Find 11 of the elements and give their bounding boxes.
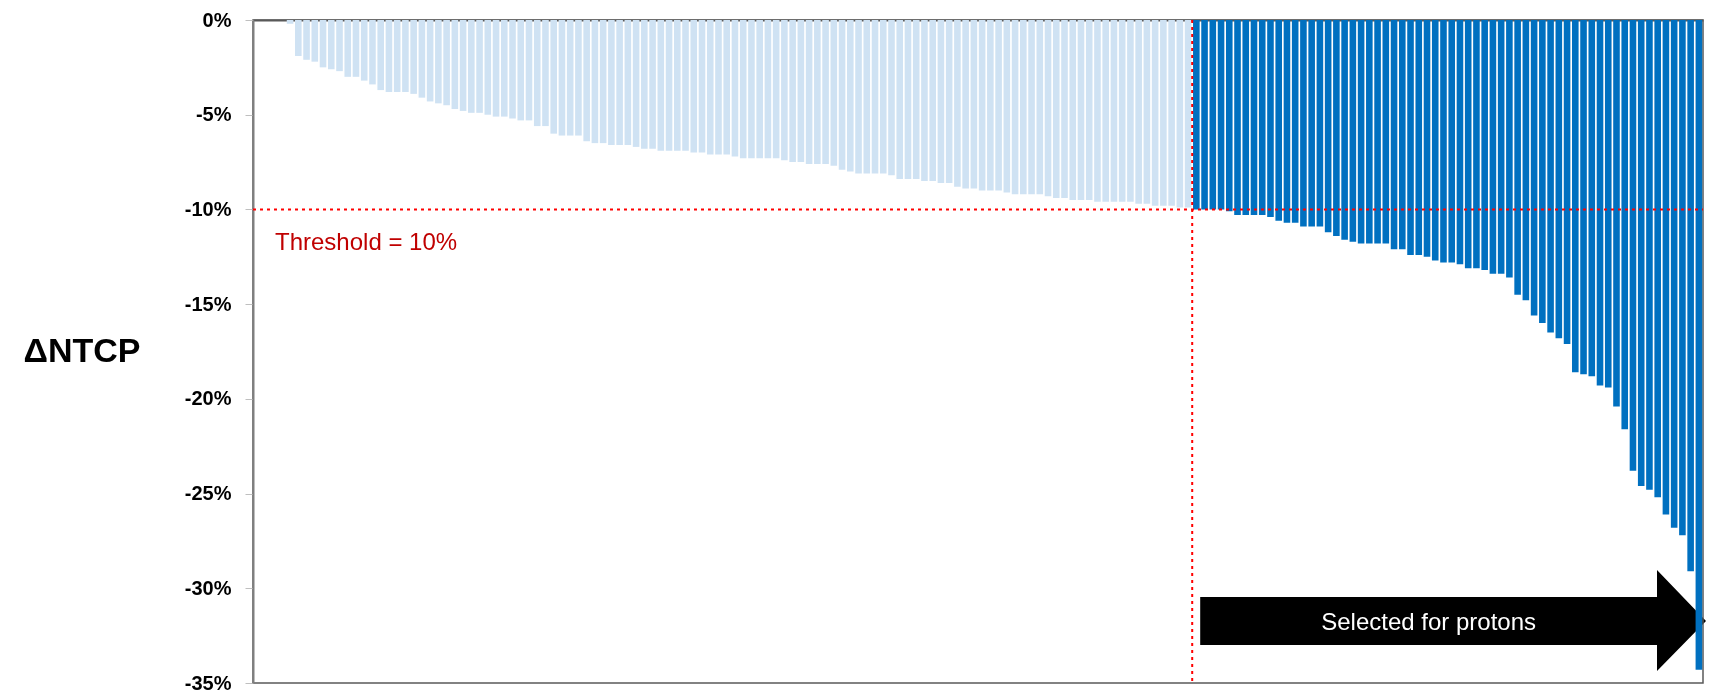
y-tick-label: -35% <box>184 671 232 692</box>
y-tick-label: -25% <box>184 482 232 505</box>
y-tick-label: -10% <box>184 197 232 220</box>
annotation: Threshold = 10% <box>275 228 458 256</box>
y-tick-label: -20% <box>184 387 232 410</box>
y-axis-title: ΔNTCP <box>23 331 141 369</box>
y-tick-label: 0% <box>202 8 232 31</box>
annotation: Selected for protons <box>1321 607 1536 635</box>
y-tick-label: -15% <box>184 292 232 315</box>
y-tick-label: -30% <box>184 576 232 599</box>
y-tick-label: -5% <box>195 103 232 126</box>
